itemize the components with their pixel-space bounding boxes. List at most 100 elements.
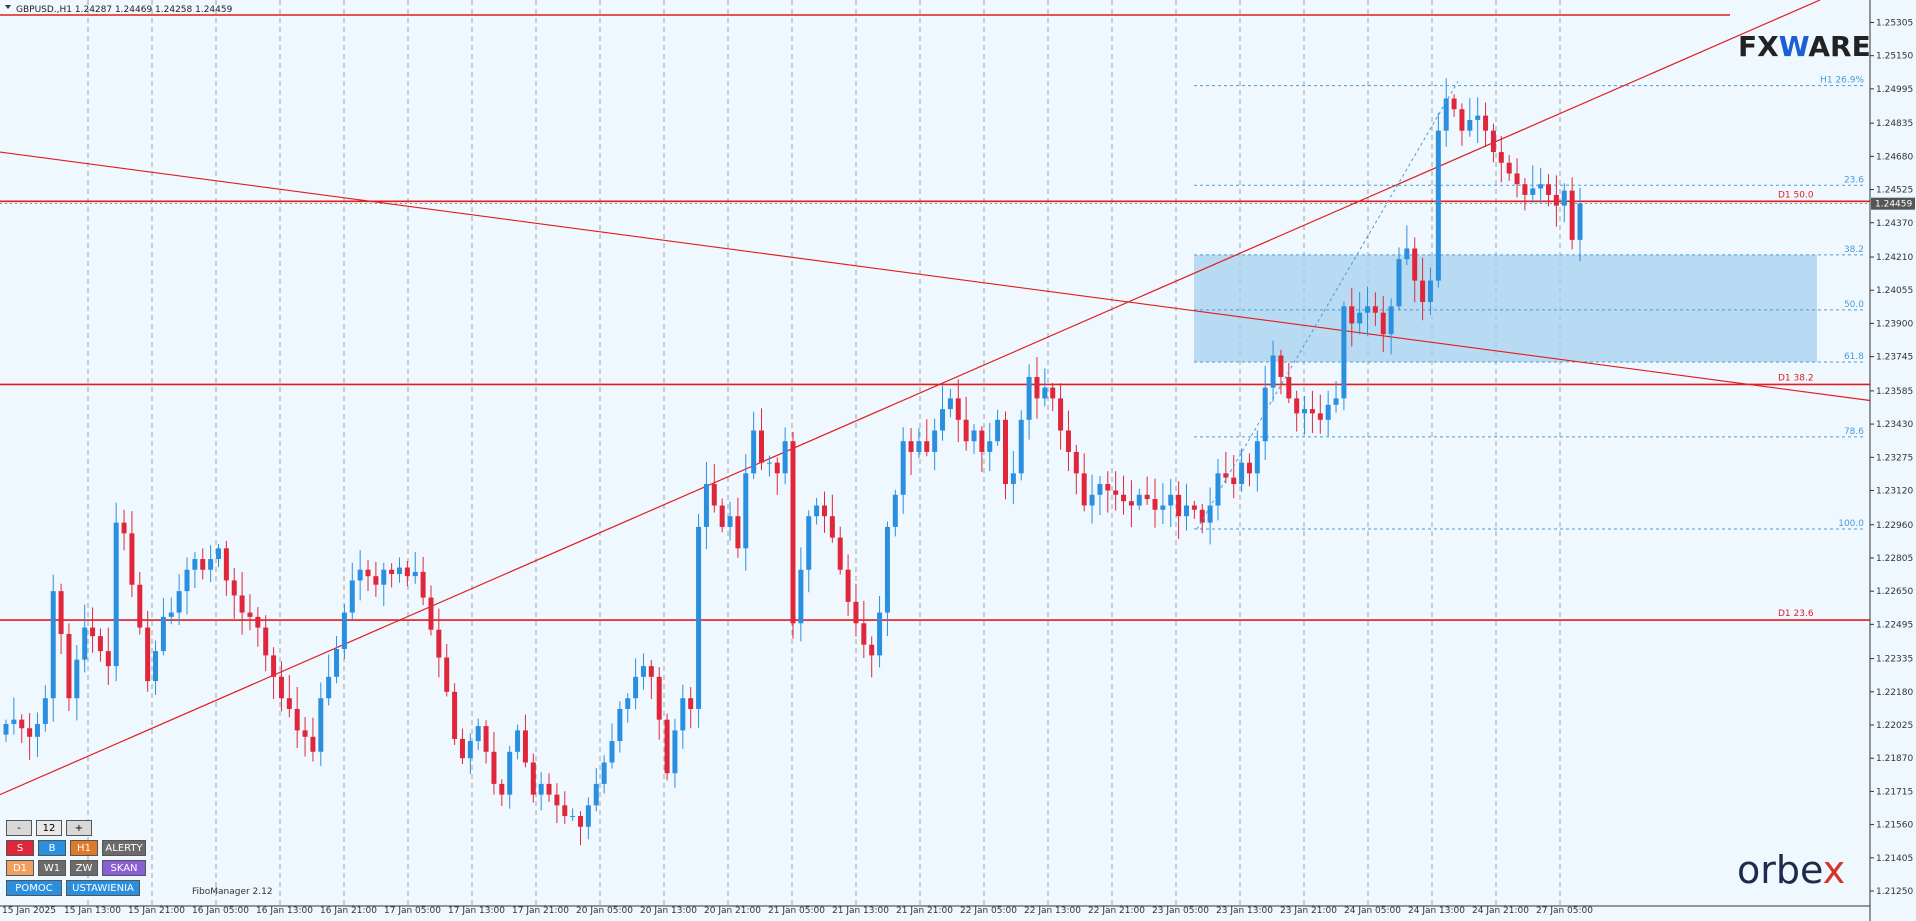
time-tick-label: 20 Jan 13:00 [640,906,697,916]
candle-body [1176,494,1182,517]
candle-body [420,571,426,598]
fib-zone [1194,254,1817,362]
settings-button[interactable]: USTAWIENIA [66,880,140,896]
zoom-value: 12 [36,820,62,836]
candle-body [1357,312,1363,324]
candle-body [1569,190,1575,240]
candle-body [444,657,450,692]
candle-body [341,612,347,649]
candle-body [1498,152,1504,163]
candle-body [412,571,418,577]
fib-level-label: 50.0 [1844,300,1864,310]
candle-body [467,741,473,759]
zw-button[interactable]: ZW [70,860,98,876]
candle-body [735,516,741,549]
time-tick-label: 17 Jan 05:00 [384,906,441,916]
candle-body [1042,387,1048,399]
candle-body [515,730,521,752]
time-tick-label: 16 Jan 05:00 [192,906,249,916]
candle-body [365,569,371,577]
candle-body [1010,473,1016,485]
zoom-minus-button[interactable]: - [6,820,32,836]
candle-body [546,783,552,795]
candle-body [1097,484,1103,495]
candle-body [326,676,332,699]
price-axis-label: 1.22025 [1876,721,1913,731]
candle-body [530,762,536,795]
zoom-plus-button[interactable]: + [66,820,92,836]
candle-body [924,441,930,452]
candle-body [719,505,725,527]
candle-body [1002,419,1008,485]
w1-button[interactable]: W1 [38,860,66,876]
candle-body [168,612,174,617]
price-axis-label: 1.24525 [1876,186,1913,196]
candle-body [1349,306,1355,324]
scan-button[interactable]: SKAN [102,860,146,876]
candle-body [373,576,379,585]
candle-body [798,569,804,624]
current-price-tag [1871,197,1915,210]
h1-button[interactable]: H1 [70,840,98,856]
fib-level-label: 61.8 [1844,352,1864,362]
candle-body [1435,130,1441,281]
candle-body [995,419,1001,442]
candle-body [507,751,513,795]
candle-body [3,723,9,735]
alerts-button[interactable]: ALERTY [102,840,146,856]
candle-body [979,430,985,452]
candle-body [751,430,757,474]
price-axis-label: 1.21405 [1876,854,1913,864]
level-label: D1 50.0 [1778,190,1814,200]
candle-body [239,595,245,613]
orbex-logo: orbex [1737,848,1846,892]
candle-body [1199,509,1205,523]
candle-body [829,516,835,538]
candle-body [271,655,277,677]
candle-body [1341,306,1347,399]
uptrend-line [0,0,1821,796]
time-tick-label: 15 Jan 13:00 [64,906,121,916]
time-tick-label: 22 Jan 13:00 [1024,906,1081,916]
current-price-label: 1.24459 [1875,200,1912,210]
candle-body [357,569,363,581]
candle-body [1026,376,1032,420]
price-axis-label: 1.21250 [1876,887,1913,897]
candle-body [940,409,946,431]
candle-body [759,430,765,463]
candle-body [499,783,505,795]
price-axis-label: 1.25150 [1876,52,1913,62]
candle-body [814,505,820,517]
fib-level-label: 38.2 [1844,245,1864,255]
candle-body [900,441,906,495]
price-axis-label: 1.21715 [1876,787,1913,797]
candle-body [475,726,481,742]
help-button[interactable]: POMOC [6,880,62,896]
candle-body [1302,409,1308,414]
time-tick-label: 23 Jan 13:00 [1216,906,1273,916]
candle-body [892,494,898,527]
candle-body [1475,115,1481,120]
time-tick-label: 21 Jan 13:00 [832,906,889,916]
sell-button[interactable]: S [6,840,34,856]
candle-body [1333,398,1339,405]
candle-body [58,591,64,634]
candle-body [153,651,159,682]
candle-body [263,627,269,656]
buy-button[interactable]: B [38,840,66,856]
candle-body [105,651,111,667]
candle-body [585,805,591,827]
candle-body [688,698,694,709]
candle-body [1081,473,1087,506]
candle-body [334,648,340,677]
candle-body [1128,501,1134,506]
d1-button[interactable]: D1 [6,860,34,876]
candle-body [1294,398,1300,414]
time-tick-label: 27 Jan 05:00 [1536,906,1593,916]
candle-body [672,730,678,774]
candle-body [97,636,103,652]
candle-body [90,627,96,637]
candle-body [231,580,237,596]
candle-body [129,533,135,585]
